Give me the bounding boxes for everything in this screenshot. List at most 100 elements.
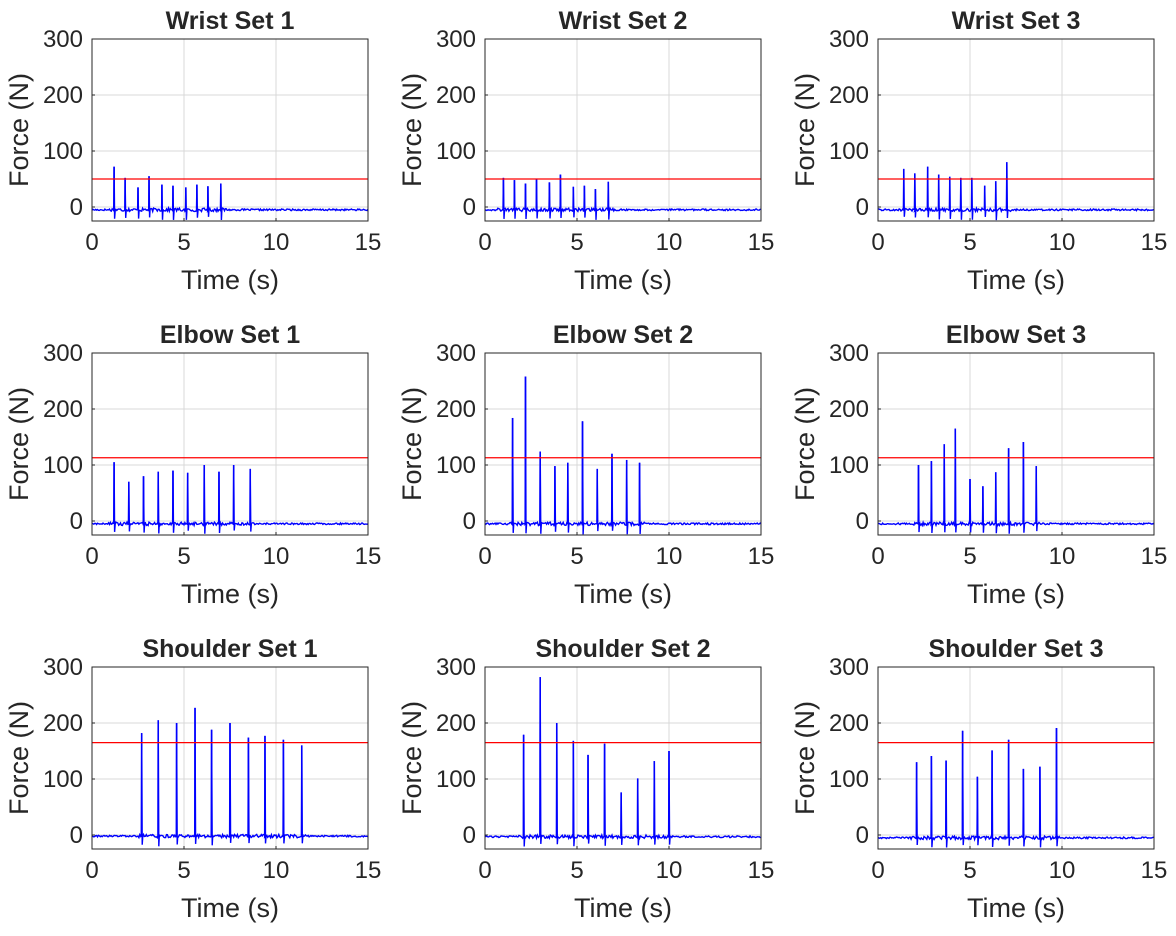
axes-box (877, 38, 1155, 222)
x-tick-label: 5 (177, 543, 190, 570)
y-tick-label: 200 (436, 710, 476, 737)
y-tick-label: 100 (436, 452, 476, 479)
subplot-title: Wrist Set 1 (166, 7, 295, 35)
x-tick-label: 0 (85, 229, 98, 256)
y-axis-label: Force (N) (397, 387, 427, 501)
y-tick-label: 300 (436, 26, 476, 53)
x-axis-label: Time (s) (181, 265, 279, 295)
y-axis-label: Force (N) (397, 73, 427, 187)
y-tick-label: 300 (436, 340, 476, 367)
force-series-line (877, 727, 1155, 848)
x-tick-label: 5 (963, 857, 976, 884)
y-tick-label: 100 (43, 138, 83, 165)
x-tick-label: 10 (656, 543, 683, 570)
x-tick-label: 15 (1141, 857, 1168, 884)
axes-box (484, 38, 762, 222)
x-tick-label: 5 (570, 229, 583, 256)
plot-area (485, 39, 761, 221)
axes-box (91, 38, 369, 222)
plot-area (485, 667, 761, 849)
y-tick-label: 200 (43, 82, 83, 109)
axes-box (91, 666, 369, 850)
y-tick-label: 0 (70, 508, 83, 535)
y-tick-label: 0 (70, 194, 83, 221)
y-tick-label: 200 (829, 396, 869, 423)
x-tick-label: 15 (1141, 229, 1168, 256)
subplot: 0 5 10 15 0 100 200 300 Elbow Set 1 Time (s) Force… (4, 321, 381, 609)
x-axis-label: Time (s) (574, 265, 672, 295)
y-tick-label: 300 (43, 340, 83, 367)
x-tick-label: 15 (748, 229, 775, 256)
y-tick-label: 200 (829, 82, 869, 109)
y-tick-label: 300 (829, 340, 869, 367)
y-tick-label: 300 (43, 26, 83, 53)
y-tick-label: 100 (43, 452, 83, 479)
y-tick-label: 200 (436, 396, 476, 423)
subplot: 0 5 10 15 0 100 200 300 Shoulder Set 1 Time (s) Fo… (4, 635, 381, 923)
y-tick-label: 300 (436, 654, 476, 681)
x-axis-label: Time (s) (574, 893, 672, 923)
plot-area (878, 667, 1154, 849)
x-tick-label: 0 (871, 543, 884, 570)
y-axis-label: Force (N) (4, 701, 34, 815)
axes-box (484, 666, 762, 850)
x-axis-label: Time (s) (574, 579, 672, 609)
x-axis-label: Time (s) (181, 579, 279, 609)
force-series-line (484, 376, 762, 535)
y-tick-label: 0 (463, 822, 476, 849)
x-axis-label: Time (s) (967, 579, 1065, 609)
plot-area (92, 39, 368, 221)
axes-box (877, 352, 1155, 536)
y-tick-label: 300 (43, 654, 83, 681)
y-axis-label: Force (N) (397, 701, 427, 815)
y-tick-label: 100 (829, 452, 869, 479)
subplot: 0 5 10 15 0 100 200 300 Shoulder Set 2 Time (s) Fo… (397, 635, 774, 923)
y-tick-label: 200 (43, 710, 83, 737)
force-series-line (484, 174, 761, 220)
subplot-title: Wrist Set 2 (559, 7, 688, 35)
plot-area (878, 39, 1154, 221)
x-tick-label: 0 (85, 857, 98, 884)
plot-area (92, 353, 368, 535)
x-tick-label: 0 (871, 229, 884, 256)
plot-area (878, 353, 1154, 535)
subplot-title: Elbow Set 3 (946, 321, 1086, 349)
x-tick-label: 0 (85, 543, 98, 570)
x-tick-label: 15 (355, 229, 382, 256)
x-axis-label: Time (s) (967, 265, 1065, 295)
y-tick-label: 100 (43, 766, 83, 793)
subplot: 0 5 10 15 0 100 200 300 Wrist Set 1 Time (s) Force… (4, 7, 381, 295)
subplot-title: Shoulder Set 2 (535, 635, 710, 663)
x-tick-label: 0 (478, 543, 491, 570)
x-tick-label: 15 (1141, 543, 1168, 570)
subplot-title: Elbow Set 1 (160, 321, 300, 349)
x-tick-label: 15 (355, 543, 382, 570)
y-tick-label: 0 (856, 822, 869, 849)
y-tick-label: 200 (43, 396, 83, 423)
x-axis-label: Time (s) (181, 893, 279, 923)
x-tick-label: 10 (1049, 857, 1076, 884)
plot-area (485, 353, 761, 535)
subplot-title: Shoulder Set 1 (142, 635, 317, 663)
x-tick-label: 10 (263, 229, 290, 256)
subplot-title: Shoulder Set 3 (928, 635, 1103, 663)
x-tick-label: 15 (748, 543, 775, 570)
x-tick-label: 5 (963, 543, 976, 570)
y-tick-label: 300 (829, 654, 869, 681)
y-tick-label: 300 (829, 26, 869, 53)
y-tick-label: 100 (436, 138, 476, 165)
x-tick-label: 10 (656, 229, 683, 256)
x-tick-label: 5 (177, 857, 190, 884)
x-tick-label: 15 (748, 857, 775, 884)
subplot: 0 5 10 15 0 100 200 300 Wrist Set 2 Time (s) Force… (397, 7, 774, 295)
y-tick-label: 100 (436, 766, 476, 793)
subplot: 0 5 10 15 0 100 200 300 Wrist Set 3 Time (s) Force… (790, 7, 1167, 295)
y-tick-label: 100 (829, 766, 869, 793)
x-tick-label: 15 (355, 857, 382, 884)
axes-box (877, 666, 1155, 850)
force-series-line (91, 462, 369, 534)
y-axis-label: Force (N) (4, 73, 34, 187)
y-tick-label: 200 (436, 82, 476, 109)
y-axis-label: Force (N) (790, 701, 820, 815)
